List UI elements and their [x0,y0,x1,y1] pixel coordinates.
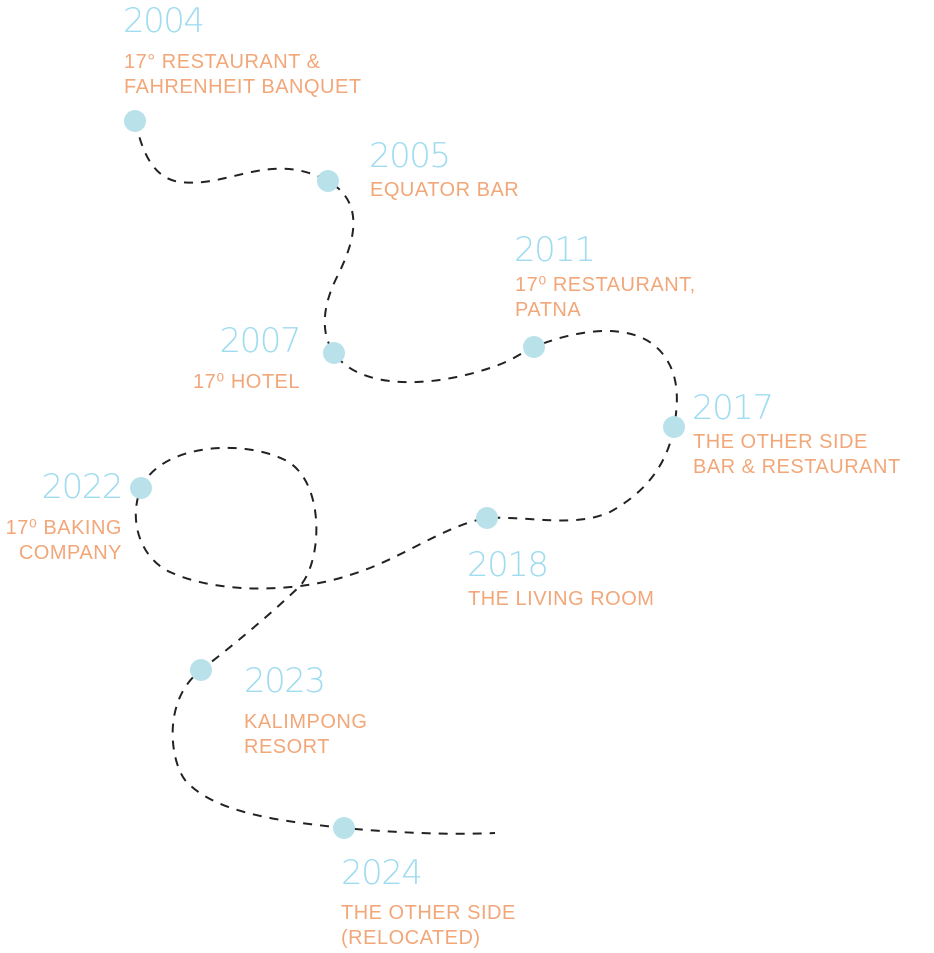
timeline-dot [333,817,355,839]
milestone-year: 2017 [692,388,774,428]
timeline-dot [663,416,685,438]
milestone-year: 2018 [467,545,549,585]
milestone-label: KALIMPONG RESORT [244,711,368,758]
milestone-label: 17⁰ BAKING COMPANY [5,517,122,564]
timeline-dot [476,507,498,529]
milestone-label: THE LIVING ROOM [468,588,655,610]
milestone-year: 2011 [514,230,596,270]
timeline-dashed-path [134,120,678,835]
milestone-year: 2022 [41,467,123,507]
milestone-label: THE OTHER SIDE (RELOCATED) [341,902,516,949]
milestone-label: 17⁰ HOTEL [193,371,300,393]
timeline-dot [523,336,545,358]
timeline-dot [124,110,146,132]
timeline-dot [317,170,339,192]
timeline-dot [130,477,152,499]
milestone-year: 2004 [123,1,205,41]
milestone-label: THE OTHER SIDE BAR & RESTAURANT [693,431,901,478]
timeline-dot [190,659,212,681]
timeline-dot [323,342,345,364]
milestone-year: 2007 [219,321,301,361]
milestone-year: 2024 [341,853,423,893]
milestone-year: 2005 [369,136,451,176]
milestone-label: 17° RESTAURANT & FAHRENHEIT BANQUET [124,51,362,98]
milestone-year: 2023 [244,661,326,701]
milestone-label: 17⁰ RESTAURANT, PATNA [515,274,696,321]
milestone-label: EQUATOR BAR [370,179,520,201]
